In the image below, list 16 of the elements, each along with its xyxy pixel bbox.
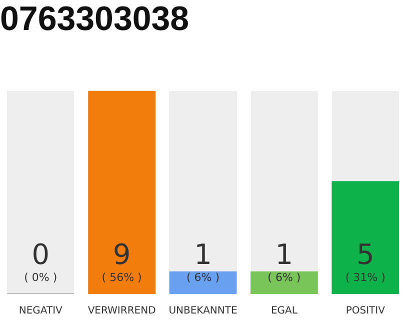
annotation: ( 31% ): [345, 271, 386, 284]
data-label: 0: [32, 238, 50, 271]
data-label: 9: [112, 238, 131, 271]
x-tick-label: UNBEKANNTE: [168, 306, 238, 317]
x-tick-label: POSITIV: [346, 306, 386, 317]
chart-title: 0763303038: [0, 0, 190, 38]
x-tick-label: EGAL: [270, 306, 298, 317]
x-tick-label: VERWIRREND: [88, 306, 156, 317]
data-label: 5: [356, 238, 374, 271]
annotation: ( 56% ): [102, 271, 142, 284]
annotation: ( 6% ): [268, 271, 301, 284]
annotation: ( 6% ): [186, 271, 220, 284]
x-tick-label: NEGATIV: [18, 306, 63, 317]
data-label: 1: [194, 238, 212, 271]
data-label: 1: [275, 238, 294, 271]
annotation: ( 0% ): [24, 271, 58, 284]
